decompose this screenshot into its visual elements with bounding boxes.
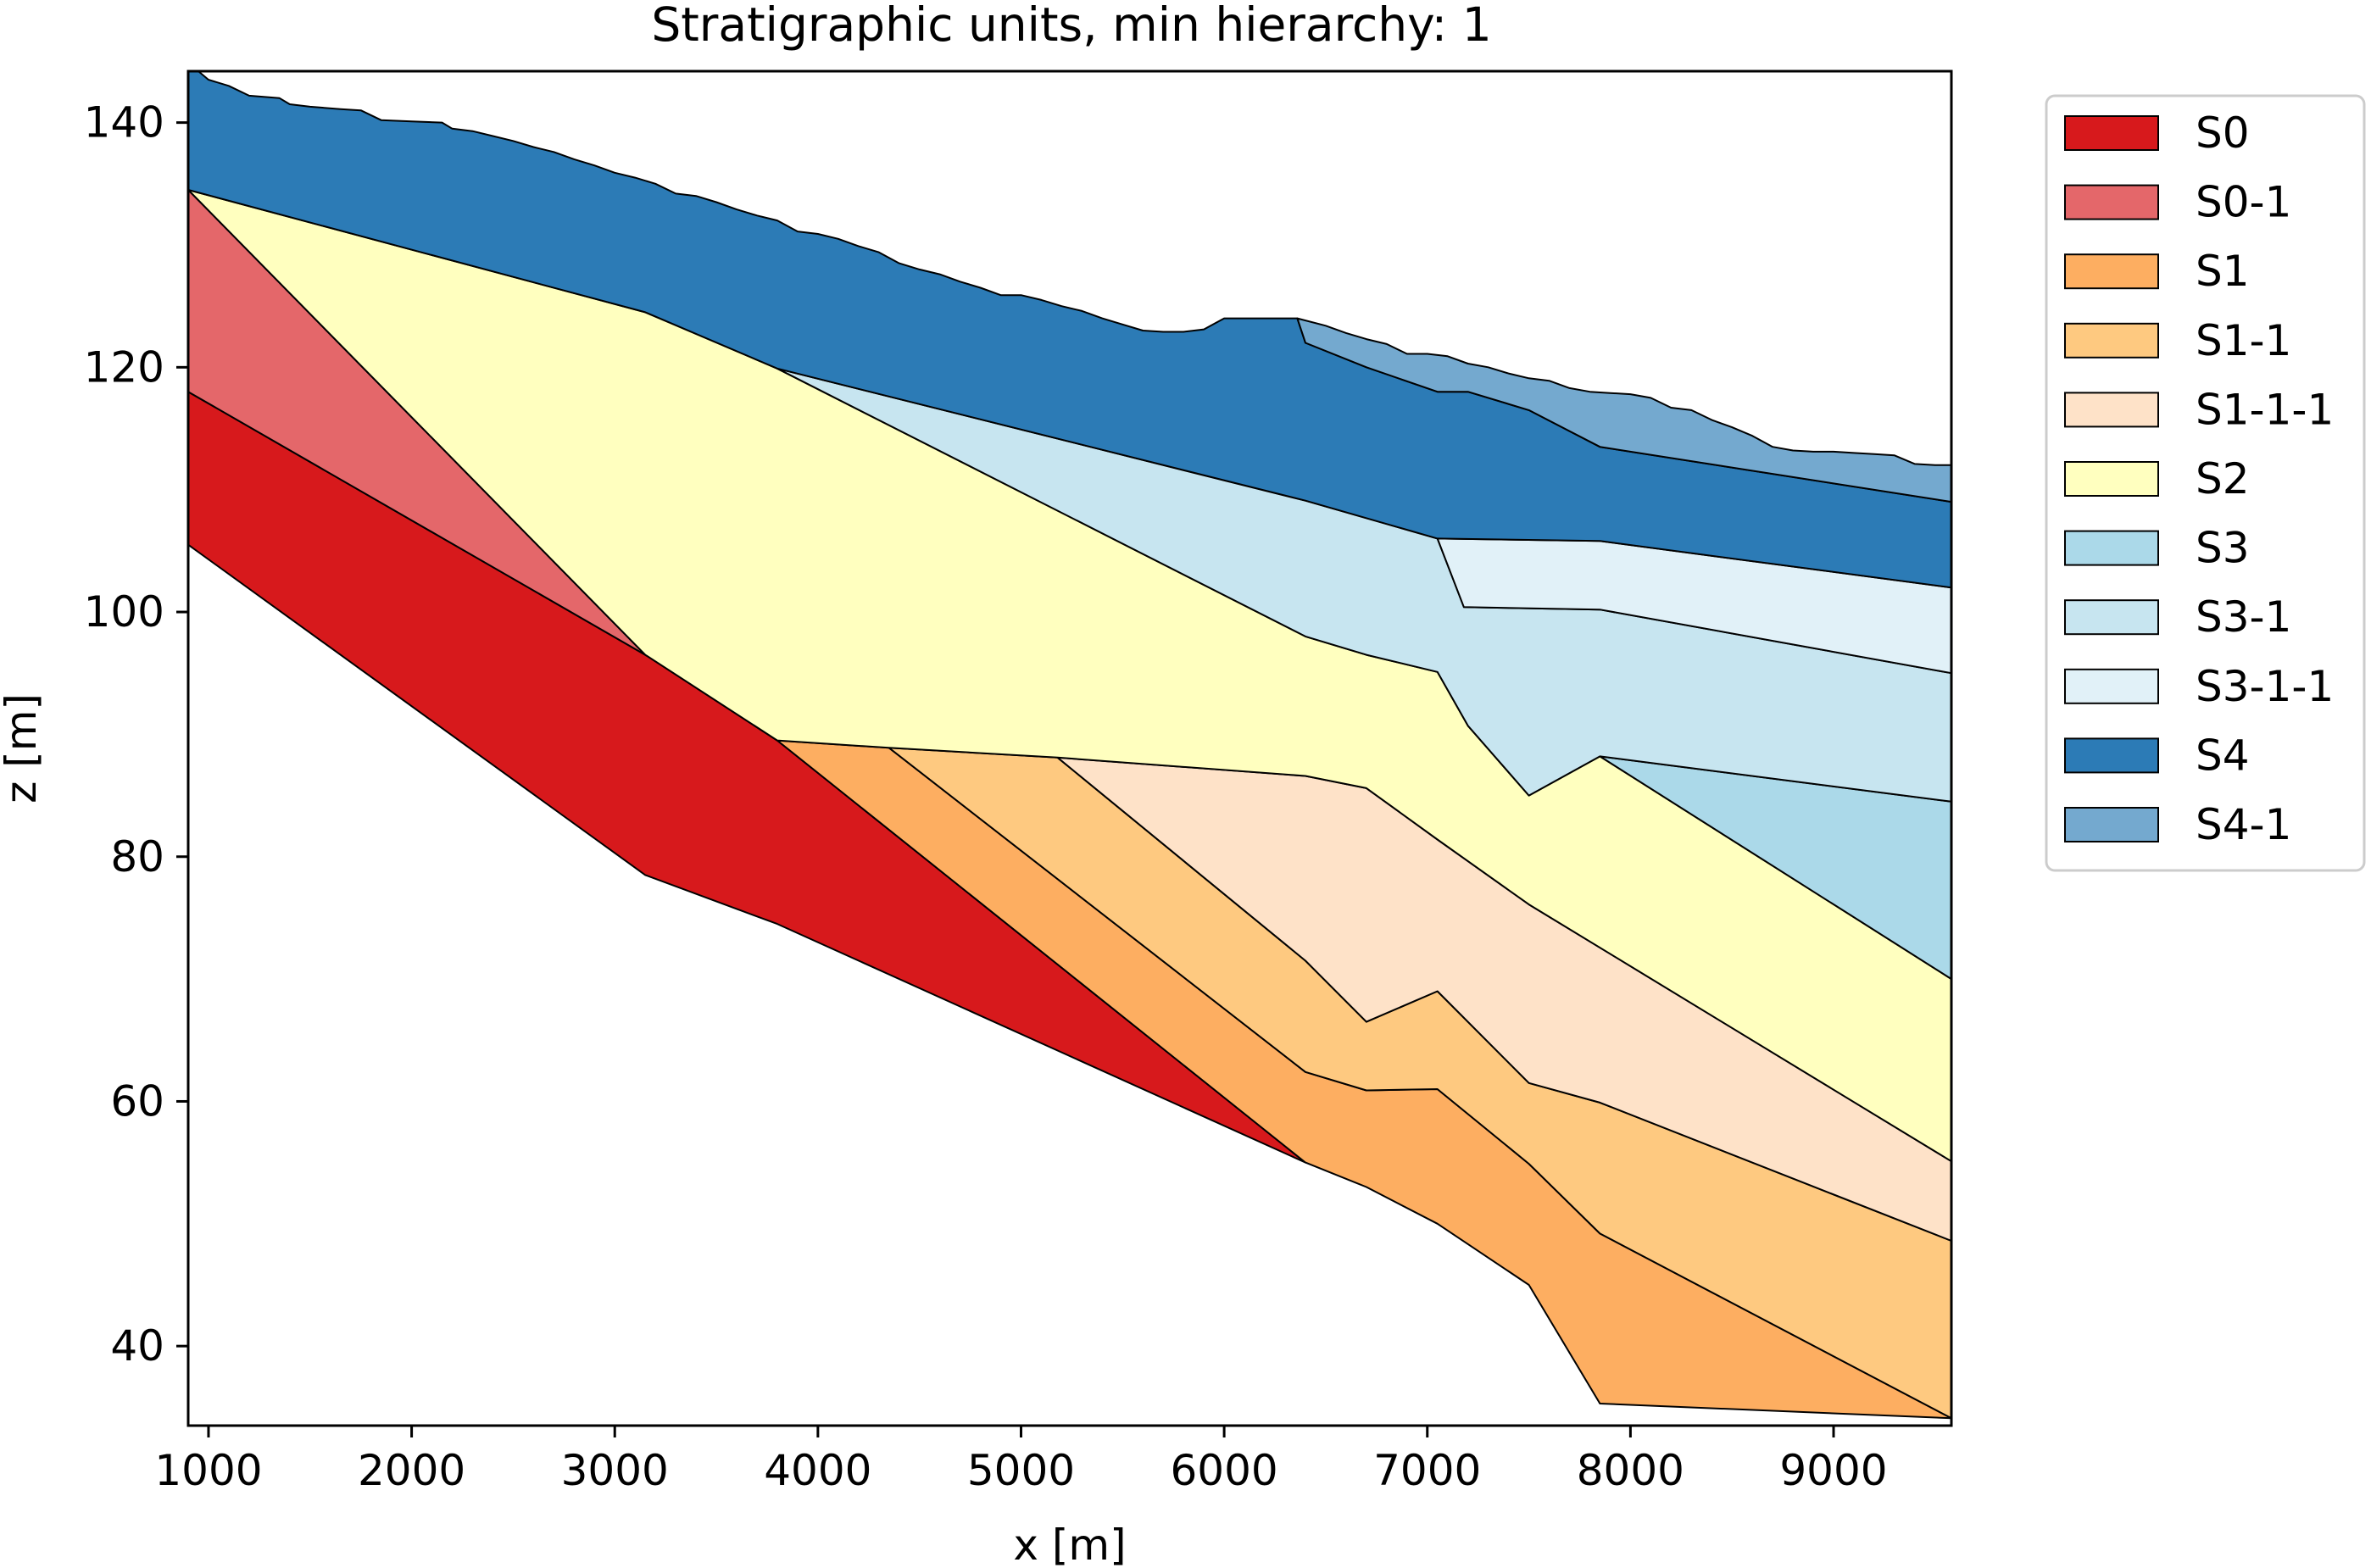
y-tick-label: 120	[84, 342, 164, 392]
x-axis-label: x [m]	[1013, 1521, 1126, 1568]
y-tick-label: 40	[110, 1321, 164, 1371]
y-tick-label: 80	[110, 832, 164, 881]
y-axis-label: z [m]	[0, 693, 46, 803]
legend-swatch-s1-1-1	[2064, 392, 2159, 428]
x-tick-label: 2000	[358, 1446, 465, 1495]
y-tick-label: 60	[110, 1076, 164, 1126]
x-tick-label: 4000	[764, 1446, 871, 1495]
legend-label-s2: S2	[2196, 454, 2250, 503]
unit-s4-1	[1296, 317, 1952, 503]
x-tick-label: 1000	[154, 1446, 262, 1495]
legend-label-s1-1: S1-1	[2196, 316, 2291, 365]
legend-swatch-s4	[2064, 737, 2159, 774]
x-axis: 1000 2000 3000 4000 5000 6000 7000 8000 9000	[154, 1426, 1888, 1495]
legend-label-s4-1: S4-1	[2196, 800, 2291, 849]
x-tick-label: 7000	[1373, 1446, 1481, 1495]
legend-label-s0: S0	[2196, 108, 2250, 158]
legend-label-s3-1-1: S3-1-1	[2196, 662, 2334, 711]
legend-label-s4: S4	[2196, 731, 2250, 780]
legend-swatch-s4-1	[2064, 807, 2159, 842]
plot-frame	[186, 70, 1953, 1427]
x-tick-label: 6000	[1170, 1446, 1277, 1495]
y-axis: 40 60 80 100 120 140	[84, 98, 188, 1371]
legend-label-s0-1: S0-1	[2196, 178, 2291, 227]
legend-swatch-s1-1	[2064, 322, 2159, 359]
legend-swatch-s0	[2064, 115, 2159, 151]
legend-swatch-s3-1-1	[2064, 668, 2159, 704]
y-tick-label: 140	[84, 98, 164, 147]
legend-swatch-s3-1	[2064, 599, 2159, 636]
legend: S0 S0-1 S1 S1-1 S1-1-1 S2 S3 S3-1 S3-1-1 S4 S4-1	[2045, 94, 2366, 872]
legend-label-s1-1-1: S1-1-1	[2196, 385, 2334, 434]
x-tick-label: 5000	[967, 1446, 1075, 1495]
chart-title: Stratigraphic units, min hierarchy: 1	[651, 0, 1491, 52]
y-tick-label: 100	[84, 587, 164, 637]
legend-swatch-s3	[2064, 530, 2159, 566]
x-tick-label: 3000	[561, 1446, 669, 1495]
units-layer	[187, 70, 1952, 1420]
legend-swatch-s2	[2064, 461, 2159, 497]
legend-swatch-s0-1	[2064, 184, 2159, 220]
legend-label-s3: S3	[2196, 524, 2250, 573]
x-tick-label: 9000	[1779, 1446, 1887, 1495]
legend-items: S0 S0-1 S1 S1-1 S1-1-1 S2 S3 S3-1 S3-1-1 S4 S4-1	[2064, 108, 2334, 849]
legend-label-s3-1: S3-1	[2196, 592, 2291, 642]
legend-swatch-s1	[2064, 253, 2159, 290]
legend-label-s1: S1	[2196, 247, 2250, 296]
x-tick-label: 8000	[1577, 1446, 1684, 1495]
